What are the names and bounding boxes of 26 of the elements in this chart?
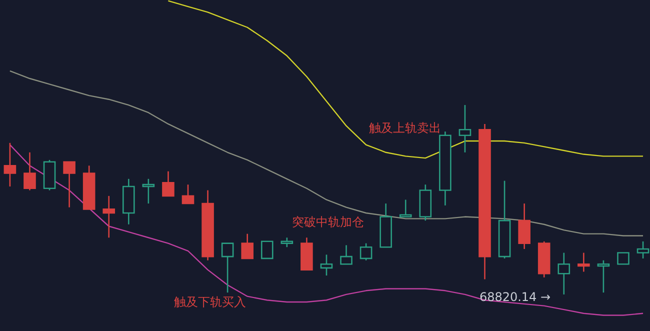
candlestick (518, 202, 530, 250)
candlestick (340, 244, 352, 265)
candlestick (24, 152, 36, 191)
candlestick (617, 252, 630, 265)
annotation: 68820.14 → (479, 290, 551, 304)
candlestick (558, 252, 570, 296)
candlestick (102, 195, 116, 238)
candlestick (280, 236, 294, 248)
candlestick (260, 240, 274, 260)
candlestick (142, 178, 155, 204)
annotation: 突破中轨加仓 (292, 215, 364, 229)
text: 触及下轨买入 (174, 295, 246, 309)
candlestick (4, 142, 16, 188)
candlestick (162, 170, 174, 197)
candlestick (360, 242, 372, 261)
candlestick (63, 161, 76, 208)
candlestick (221, 242, 234, 294)
candlestick (399, 199, 412, 218)
candlestick (458, 104, 472, 154)
candlestick (320, 254, 333, 276)
candlestick (636, 240, 650, 260)
annotation: 触及上轨卖出 (369, 121, 441, 135)
candlestick (182, 184, 194, 204)
candlestick (597, 260, 610, 294)
candlestick (578, 252, 590, 272)
candlestick (241, 233, 254, 260)
